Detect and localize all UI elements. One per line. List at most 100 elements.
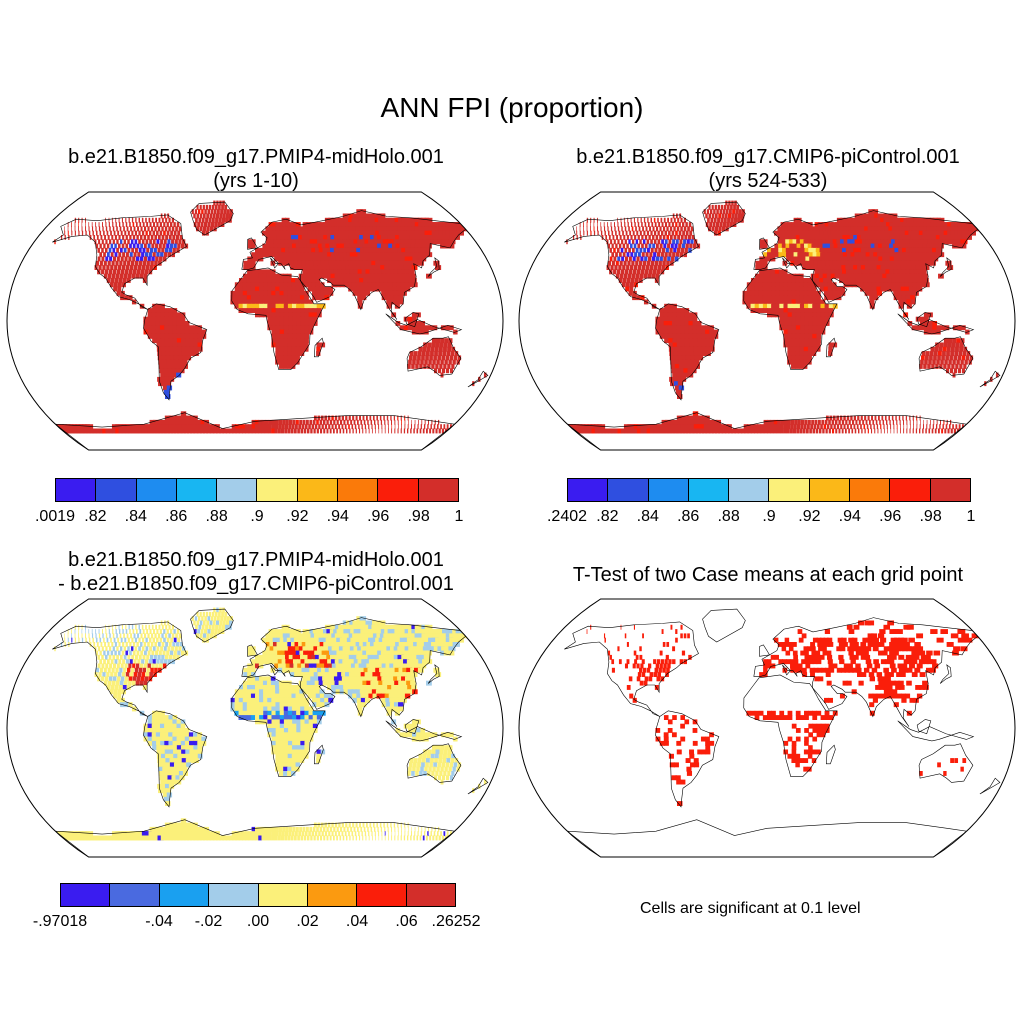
grid-cell bbox=[858, 419, 861, 425]
grid-cell bbox=[215, 217, 219, 223]
grid-cell bbox=[214, 611, 218, 617]
grid-cell bbox=[928, 247, 935, 253]
grid-cell bbox=[332, 230, 339, 236]
grid-cell bbox=[893, 269, 899, 275]
grid-cell bbox=[371, 239, 378, 245]
grid-cell bbox=[116, 654, 119, 660]
grid-cell bbox=[919, 316, 925, 322]
grid-cell bbox=[795, 338, 801, 344]
grid-cell bbox=[238, 278, 244, 283]
grid-cell bbox=[841, 428, 844, 434]
grid-cell bbox=[717, 230, 721, 236]
grid-cell bbox=[359, 209, 367, 215]
grid-cell bbox=[816, 295, 821, 301]
grid-cell bbox=[78, 624, 80, 630]
grid-cell bbox=[300, 637, 306, 643]
grid-cell bbox=[650, 424, 658, 430]
grid-cell bbox=[628, 247, 631, 253]
grid-cell bbox=[925, 230, 933, 236]
grid-cell bbox=[384, 243, 391, 249]
grid-cell bbox=[105, 269, 109, 275]
grid-cell bbox=[855, 222, 862, 227]
grid-cell bbox=[406, 230, 414, 236]
grid-cell bbox=[111, 235, 114, 240]
grid-cell bbox=[776, 424, 781, 430]
grid-cell bbox=[417, 355, 421, 361]
grid-cell bbox=[876, 230, 883, 236]
grid-cell bbox=[205, 217, 208, 223]
grid-cell bbox=[694, 239, 698, 245]
grid-cell bbox=[709, 325, 714, 331]
grid-cell bbox=[107, 235, 110, 240]
grid-cell bbox=[697, 424, 703, 430]
grid-cell bbox=[158, 650, 162, 656]
coastline-eurasia bbox=[241, 210, 467, 320]
grid-cell bbox=[857, 247, 863, 253]
grid-cell bbox=[868, 247, 874, 253]
grid-cell bbox=[667, 316, 673, 322]
grid-cell bbox=[248, 428, 253, 434]
grid-cell bbox=[404, 286, 411, 292]
grid-cell bbox=[184, 333, 190, 339]
grid-cell bbox=[148, 424, 155, 430]
grid-cell bbox=[912, 239, 920, 245]
grid-cell bbox=[298, 273, 304, 279]
grid-cell bbox=[307, 637, 314, 643]
grid-cell bbox=[250, 282, 256, 288]
grid-cell bbox=[334, 642, 340, 647]
grid-cell bbox=[358, 256, 365, 262]
grid-cell bbox=[950, 235, 958, 240]
grid-cell bbox=[169, 346, 175, 352]
grid-cell bbox=[647, 222, 650, 227]
grid-cell bbox=[741, 428, 746, 434]
grid-cell bbox=[623, 217, 625, 223]
grid-cell bbox=[219, 428, 224, 434]
grid-cell bbox=[677, 424, 684, 430]
grid-cell bbox=[687, 226, 690, 232]
grid-cell bbox=[200, 222, 204, 227]
grid-cell bbox=[238, 308, 244, 313]
grid-cell bbox=[421, 637, 429, 643]
grid-cell bbox=[890, 424, 892, 430]
map-midholo bbox=[6, 191, 504, 451]
grid-cell bbox=[826, 243, 832, 249]
grid-cell bbox=[250, 299, 256, 305]
grid-cell bbox=[849, 269, 856, 275]
grid-cell bbox=[272, 226, 277, 232]
grid-cell bbox=[841, 269, 848, 275]
grid-cell bbox=[785, 243, 791, 249]
grid-cell bbox=[804, 419, 808, 425]
grid-cell bbox=[827, 252, 833, 258]
grid-cell bbox=[107, 642, 110, 647]
grid-cell bbox=[790, 419, 795, 425]
grid-cell bbox=[865, 222, 872, 227]
grid-cell bbox=[869, 230, 876, 236]
grid-cell bbox=[116, 256, 120, 262]
grid-cell bbox=[695, 428, 702, 434]
grid-cell bbox=[414, 659, 421, 665]
grid-cell bbox=[189, 338, 195, 344]
grid-cell bbox=[391, 424, 393, 430]
grid-cell bbox=[171, 239, 175, 245]
grid-cell bbox=[139, 273, 144, 279]
grid-cell bbox=[352, 286, 358, 292]
grid-cell bbox=[251, 663, 256, 669]
grid-cell bbox=[283, 316, 289, 322]
grid-cell bbox=[330, 273, 336, 279]
grid-cell bbox=[285, 659, 291, 665]
grid-cell bbox=[735, 209, 739, 215]
grid-cell bbox=[359, 616, 367, 622]
grid-cell bbox=[213, 607, 216, 613]
grid-cell bbox=[362, 650, 369, 656]
grid-cell bbox=[363, 222, 371, 227]
grid-cell bbox=[417, 637, 425, 643]
grid-cell bbox=[855, 256, 861, 262]
grid-cell bbox=[932, 329, 937, 335]
grid-cell bbox=[114, 235, 117, 240]
grid-cell bbox=[310, 269, 316, 275]
grid-cell bbox=[110, 252, 114, 258]
grid-cell bbox=[909, 290, 915, 296]
grid-cell bbox=[909, 256, 915, 262]
grid-cell bbox=[912, 226, 920, 232]
grid-cell bbox=[88, 629, 90, 634]
